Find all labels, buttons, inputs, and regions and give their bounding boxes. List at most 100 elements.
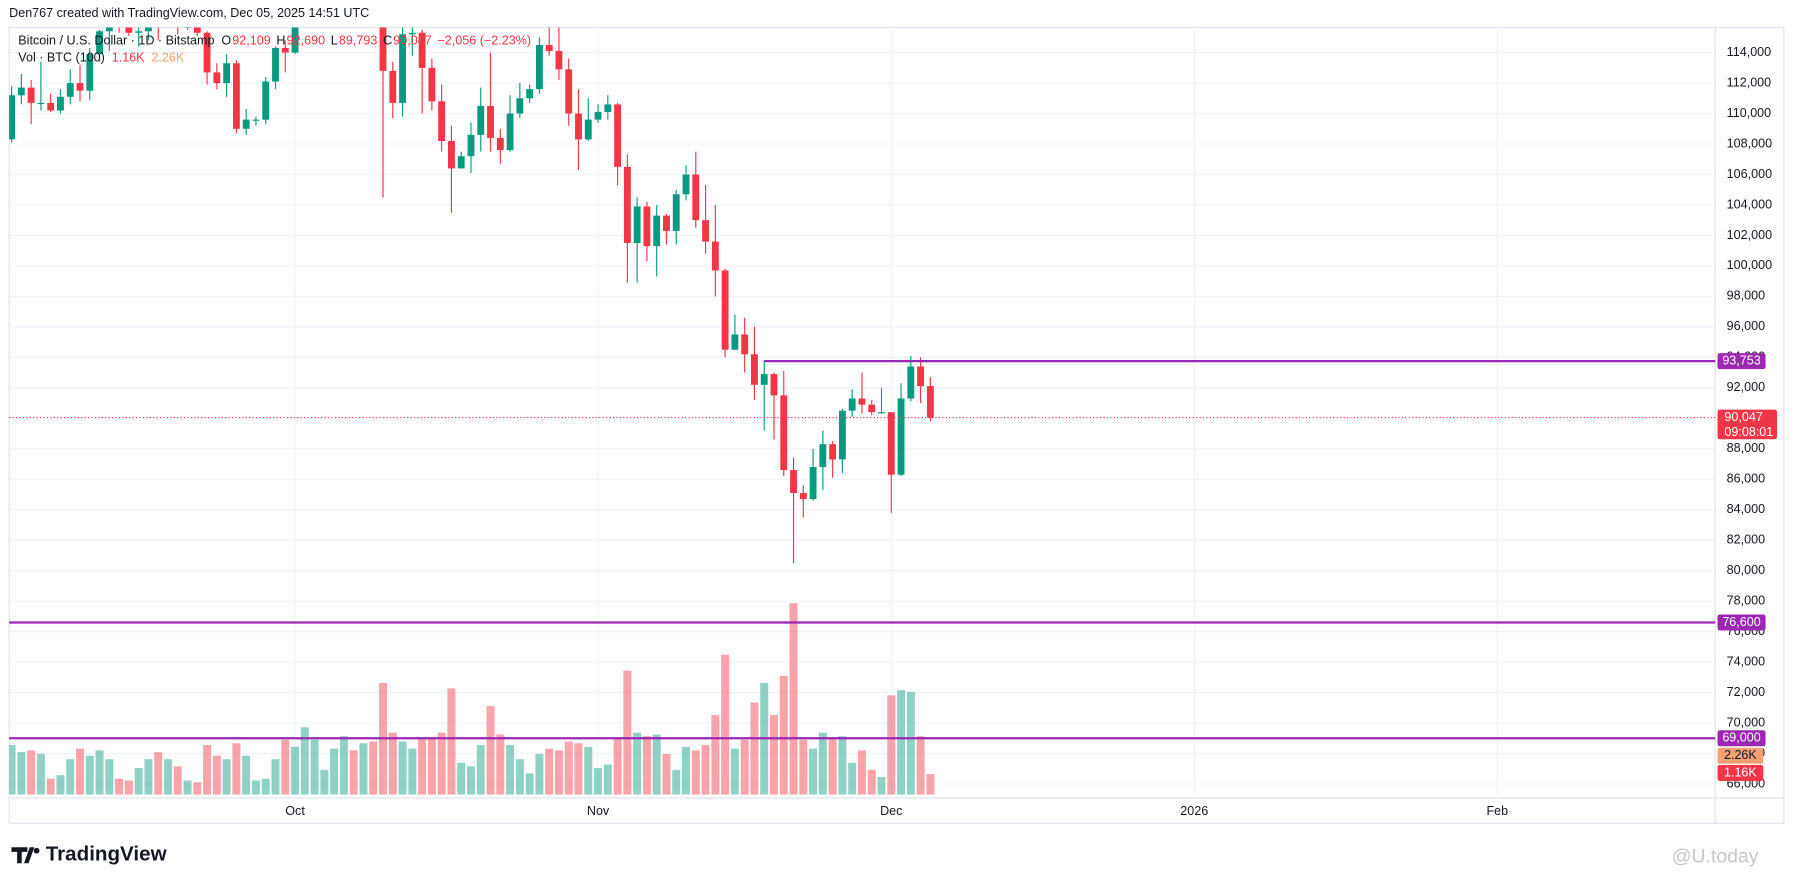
volume-bar xyxy=(427,737,436,795)
volume-ma: 2.26K xyxy=(151,51,184,65)
y-tick-label: 84,000 xyxy=(1727,502,1765,516)
candle-body xyxy=(37,102,45,105)
volume-bar xyxy=(466,766,475,795)
candle-body xyxy=(105,27,113,32)
candle-body xyxy=(672,194,680,231)
candle-body xyxy=(858,398,866,405)
volume-bar xyxy=(789,603,798,795)
volume-bar xyxy=(652,734,661,795)
candle-body xyxy=(281,48,289,53)
candle-body xyxy=(702,220,709,242)
volume-bar xyxy=(359,743,368,795)
volume-bar xyxy=(418,737,427,795)
candle-body xyxy=(653,215,661,247)
candle-body xyxy=(614,104,622,167)
legend-change: −2,056 (−2.23%) xyxy=(437,33,531,47)
volume-bar xyxy=(691,750,700,795)
volume-bar xyxy=(887,695,896,795)
x-tick-label: Nov xyxy=(587,804,610,818)
volume-bar xyxy=(848,762,857,795)
volume-bar xyxy=(545,748,554,795)
candle-body xyxy=(145,27,152,32)
candle-body xyxy=(506,113,514,151)
y-tick-label: 80,000 xyxy=(1727,563,1765,577)
level-label: 69,000 xyxy=(1722,731,1760,745)
volume-bar xyxy=(339,736,348,795)
volume-bar xyxy=(261,778,270,795)
candle-body xyxy=(692,174,700,221)
volume-bar xyxy=(897,690,906,795)
level-label: 93,753 xyxy=(1722,353,1760,367)
volume-bar xyxy=(486,706,495,795)
volume-last: 1.16K xyxy=(112,51,145,65)
volume-bar xyxy=(398,741,407,795)
candle-body xyxy=(682,174,690,195)
x-tick-label: Dec xyxy=(880,804,902,818)
candle-body xyxy=(721,270,729,350)
candle-body xyxy=(448,140,455,169)
candle-body xyxy=(213,72,221,84)
legend-value: 90,047 xyxy=(393,33,431,47)
level-label-box xyxy=(1717,730,1766,747)
y-tick-label: 88,000 xyxy=(1727,441,1765,455)
volume-bar xyxy=(828,737,837,795)
y-tick-label: 104,000 xyxy=(1727,197,1772,211)
watermark: @U.today xyxy=(1672,846,1759,868)
volume-bar xyxy=(525,773,534,795)
volume-bar xyxy=(203,745,212,795)
y-tick-label: 100,000 xyxy=(1727,258,1772,272)
brand: TradingView xyxy=(46,843,168,866)
y-tick-label: 86,000 xyxy=(1727,472,1765,486)
y-tick-label: 78,000 xyxy=(1727,593,1765,607)
candle-body xyxy=(545,44,553,52)
volume-bar xyxy=(320,769,329,795)
legend-key: C xyxy=(383,33,392,47)
volume-bar xyxy=(369,741,378,795)
last-price-box xyxy=(1717,409,1777,440)
candle-body xyxy=(741,334,749,355)
volume-bar xyxy=(594,768,603,795)
y-tick-label: 70,000 xyxy=(1727,715,1765,729)
candle-body xyxy=(751,354,758,385)
volume-bar xyxy=(662,753,671,795)
volume-bar xyxy=(95,750,104,795)
volume-bar xyxy=(554,750,563,795)
volume-bar xyxy=(144,759,153,795)
volume-bar xyxy=(105,759,114,795)
candle-body xyxy=(780,395,788,471)
candle-body xyxy=(526,89,534,99)
candle-body xyxy=(516,98,524,114)
candle-body xyxy=(232,63,240,129)
candle-body xyxy=(623,166,631,244)
volume-bar xyxy=(603,764,612,795)
candle-body xyxy=(66,83,74,97)
volume-bar xyxy=(66,759,75,795)
candle-body xyxy=(594,112,602,120)
volume-bar xyxy=(408,748,417,795)
volume-bar xyxy=(457,762,466,795)
y-tick-label: 110,000 xyxy=(1727,106,1771,120)
x-tick-label: Oct xyxy=(285,804,305,818)
candle-body xyxy=(242,119,250,129)
volume-ma-label: 2.26K xyxy=(1724,748,1757,762)
candle-body xyxy=(47,102,55,111)
volume-bar xyxy=(877,776,886,795)
candle-body xyxy=(389,70,397,103)
volume-bar xyxy=(271,759,280,795)
volume-bar xyxy=(633,732,642,795)
candle-body xyxy=(272,48,279,82)
candle-body xyxy=(262,81,270,120)
volume-bar xyxy=(682,746,691,795)
y-tick-label: 92,000 xyxy=(1727,380,1765,394)
candle-body xyxy=(731,334,739,350)
volume-bar xyxy=(809,748,818,795)
volume-bar xyxy=(779,675,788,795)
candle-body xyxy=(496,137,504,151)
candle-body xyxy=(926,386,934,418)
candle-body xyxy=(711,241,719,271)
volume-bar xyxy=(310,739,319,795)
legend-key: O xyxy=(221,33,231,47)
volume-bar xyxy=(330,748,339,795)
volume-last-box xyxy=(1717,764,1764,781)
